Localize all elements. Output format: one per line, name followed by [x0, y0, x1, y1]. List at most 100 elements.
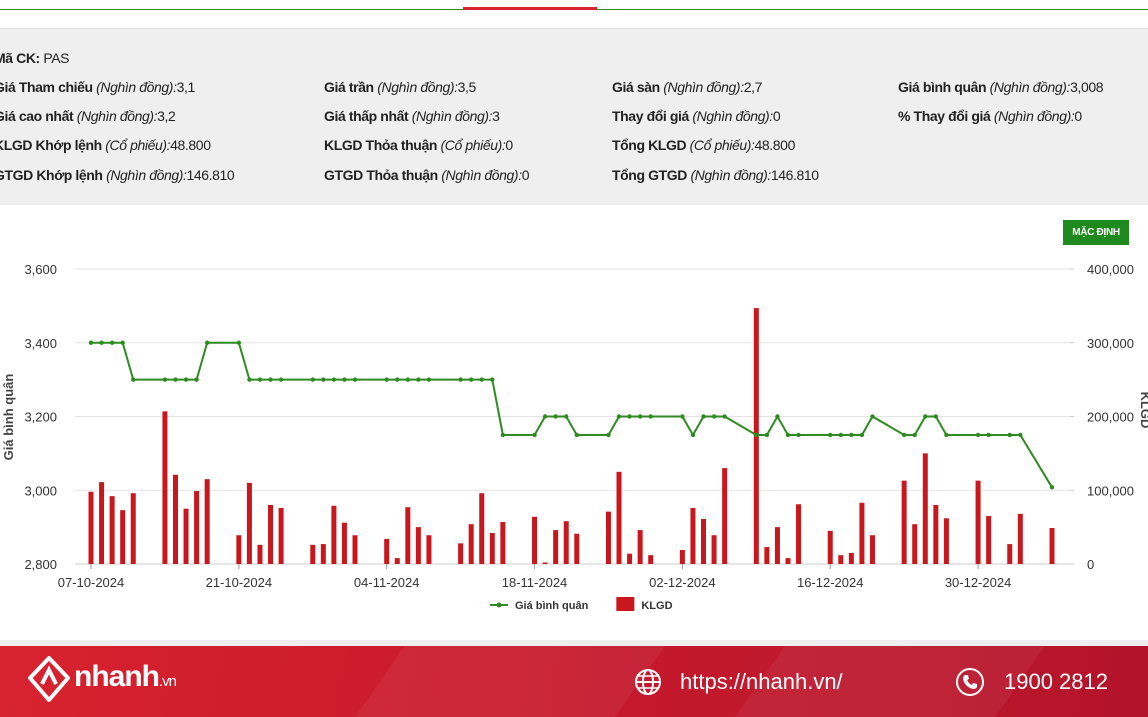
line-marker — [690, 432, 696, 438]
y2-tick-label: 300,000 — [1087, 336, 1134, 351]
legend-label: KLGD — [641, 600, 672, 612]
line-marker — [490, 377, 495, 382]
bar — [468, 524, 474, 564]
line-marker — [923, 414, 928, 419]
separator — [0, 640, 1148, 646]
bar — [627, 553, 633, 564]
bar — [563, 521, 569, 564]
line-marker — [395, 377, 400, 382]
line-marker — [828, 432, 833, 438]
legend-swatch — [616, 597, 635, 611]
url[interactable]: https://nhanh.vn/ — [680, 669, 843, 694]
line — [91, 341, 1053, 488]
y-tick-label: 3,400 — [24, 336, 57, 351]
info-label: Tổng KLGD — [612, 137, 687, 153]
bar — [869, 535, 875, 564]
chart: 2,800 3,000 3,200 3,400 3,600 0 100,000 200,000… — [1, 262, 1148, 612]
bar — [99, 482, 105, 564]
line-marker — [859, 432, 865, 438]
line-marker — [975, 432, 981, 438]
y-tick-label: 3,600 — [24, 262, 57, 277]
bar — [236, 535, 242, 564]
info-unit: (Cổ phiếu): — [689, 137, 755, 153]
info-value: 146.810 — [770, 167, 819, 183]
line-marker — [616, 414, 622, 419]
line-marker — [131, 377, 136, 382]
y2-axis-title: KLGD — [1138, 392, 1148, 429]
bar — [648, 555, 654, 564]
line-marker — [986, 432, 991, 438]
y-tick-label: 3,200 — [24, 410, 57, 425]
line-marker — [796, 432, 801, 438]
x-tick-label: 30-12-2024 — [945, 575, 1012, 590]
info-value: 3,5 — [457, 79, 477, 95]
line-marker — [838, 432, 843, 438]
bar — [690, 507, 696, 564]
line-marker — [88, 340, 94, 345]
bar — [109, 496, 115, 564]
info-unit: (Nghìn đồng): — [690, 167, 771, 183]
line-marker — [99, 340, 104, 345]
y2-tick-label: 0 — [1087, 557, 1094, 572]
info-value: 0 — [1074, 108, 1082, 124]
bar — [838, 555, 844, 564]
info-unit: (Nghìn đồng): — [441, 167, 522, 183]
bar — [415, 527, 421, 564]
info-label: Giá bình quân — [898, 79, 987, 95]
bar — [912, 524, 918, 564]
bar — [489, 533, 495, 564]
line-marker — [849, 432, 854, 438]
legend-label: Giá bình quân — [515, 600, 589, 612]
y2-tick-label: 100,000 — [1087, 483, 1134, 498]
bar — [310, 544, 316, 564]
bar — [553, 530, 559, 564]
phone-icon — [956, 668, 984, 696]
bar — [679, 549, 685, 564]
info-value: 0 — [521, 167, 530, 183]
bar — [701, 519, 707, 564]
symbol-label: Mã CK: — [0, 50, 40, 66]
line-marker — [204, 340, 210, 345]
line-marker — [183, 377, 189, 382]
info-value: 48.800 — [754, 137, 796, 153]
bar — [722, 468, 728, 564]
bar — [1049, 528, 1055, 564]
info-label: Giá Tham chiếu — [0, 79, 93, 95]
brand-suffix: .vn — [159, 673, 177, 690]
bar — [352, 535, 358, 564]
line-marker — [1018, 432, 1023, 438]
y-tick-label: 3,000 — [24, 483, 57, 498]
info-value: 146.810 — [186, 167, 235, 183]
top-bar — [0, 0, 1148, 29]
bar — [986, 516, 992, 564]
x-tick-label: 21-10-2024 — [206, 575, 273, 590]
info-label: Giá trần — [324, 79, 374, 95]
info-value: 0 — [505, 137, 513, 153]
phone[interactable]: 1900 2812 — [1004, 669, 1108, 694]
chart-area: 2,800 3,000 3,200 3,400 3,600 0 100,000 200,000… — [0, 205, 1148, 640]
default-button[interactable]: MẶC ĐỊNH — [1063, 220, 1129, 245]
info-label: Giá cao nhất — [0, 108, 74, 124]
bar — [405, 507, 411, 564]
info-unit: (Cổ phiếu): — [105, 137, 171, 153]
bar — [394, 558, 400, 564]
line-marker — [1049, 485, 1055, 490]
x-tick-label: 07-10-2024 — [58, 575, 125, 590]
line-marker — [331, 377, 337, 382]
bar — [774, 527, 780, 564]
bar — [975, 480, 981, 564]
line-marker — [109, 340, 115, 345]
bar — [183, 508, 189, 564]
bar — [532, 516, 538, 564]
line-marker — [944, 432, 949, 438]
logo-icon — [28, 656, 70, 702]
line-marker — [912, 432, 917, 438]
bar — [341, 522, 347, 564]
info-unit: (Nghìn đồng): — [692, 108, 773, 124]
line-marker — [933, 414, 939, 419]
bar — [827, 530, 833, 564]
line-marker — [268, 377, 273, 382]
line-marker — [764, 432, 770, 438]
line-marker — [627, 414, 632, 419]
